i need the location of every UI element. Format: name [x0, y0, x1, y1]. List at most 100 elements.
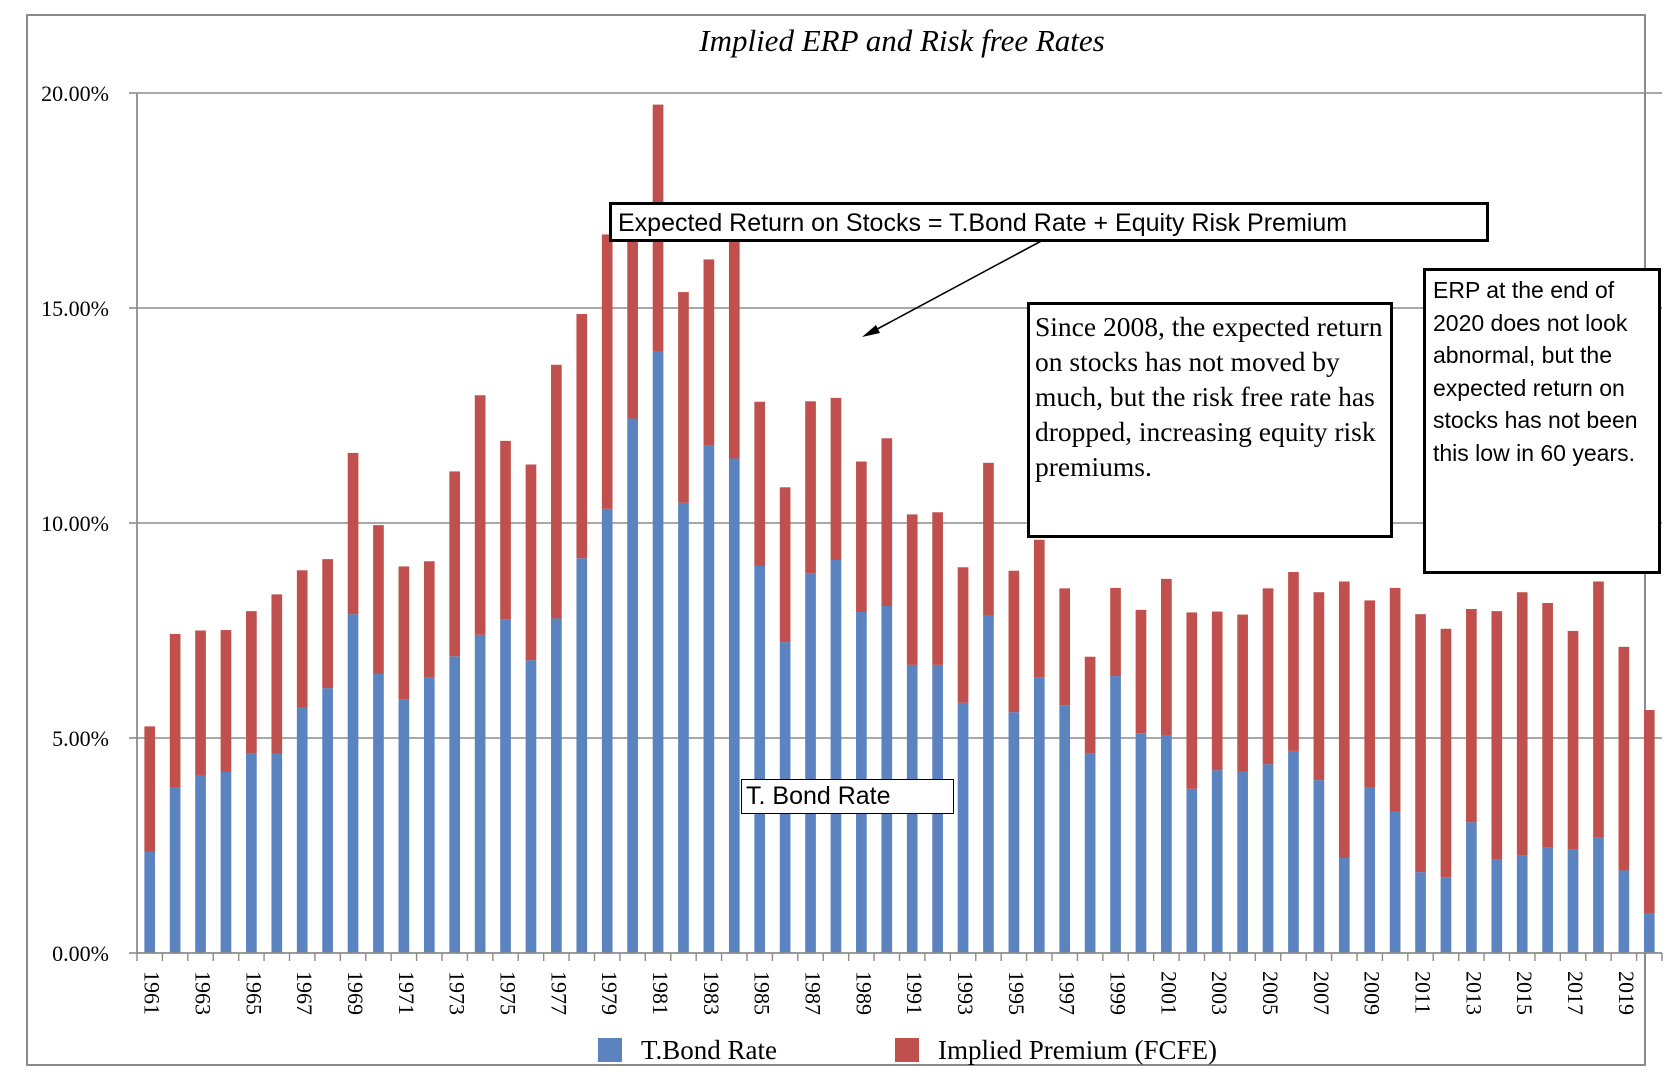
bar-implied-premium	[1338, 581, 1350, 858]
legend-label-tbond: T.Bond Rate	[641, 1035, 777, 1065]
x-tick-label: 1981	[648, 971, 673, 1015]
bar-tbond-rate	[525, 660, 537, 953]
bar-tbond-rate	[983, 615, 994, 953]
chart-title: Implied ERP and Risk free Rates	[698, 23, 1104, 58]
bar-implied-premium	[1262, 588, 1274, 765]
x-tick-label: 2009	[1360, 971, 1385, 1015]
bar-tbond-rate	[1135, 733, 1147, 953]
x-tick-label: 1975	[495, 971, 520, 1015]
bar-implied-premium	[1237, 614, 1248, 772]
bar-tbond-rate	[1516, 855, 1528, 953]
bar-implied-premium	[1288, 572, 1299, 751]
bar-implied-premium	[906, 514, 918, 665]
bar-implied-premium	[678, 292, 689, 503]
bar-tbond-rate	[1593, 837, 1604, 953]
bar-implied-premium	[1389, 587, 1401, 812]
bar-tbond-rate	[1491, 859, 1503, 953]
bar-implied-premium	[1415, 614, 1426, 873]
bar-tbond-rate	[1364, 787, 1376, 953]
bar-tbond-rate	[1618, 870, 1630, 953]
bar-implied-premium	[1084, 656, 1096, 754]
bar-implied-premium	[1466, 609, 1477, 823]
bar-tbond-rate	[246, 753, 257, 953]
bar-implied-premium	[754, 401, 766, 566]
bar-tbond-rate	[144, 851, 156, 953]
bar-implied-premium	[551, 364, 562, 619]
bar-implied-premium	[601, 234, 613, 509]
bar-implied-premium	[474, 395, 486, 635]
bar-implied-premium	[398, 566, 410, 700]
bar-implied-premium	[1211, 611, 1223, 771]
bar-tbond-rate	[1389, 811, 1401, 953]
bar-implied-premium	[856, 461, 867, 613]
bar-tbond-rate	[1415, 872, 1426, 953]
bar-tbond-rate	[474, 634, 486, 953]
bar-implied-premium	[779, 487, 791, 643]
bar-tbond-rate	[1084, 753, 1096, 953]
x-tick-label: 1995	[1004, 971, 1029, 1015]
arrow-line	[867, 238, 1046, 335]
x-tick-label: 1967	[292, 971, 317, 1015]
bar-implied-premium	[169, 633, 181, 788]
bar-implied-premium	[195, 630, 206, 775]
bar-implied-premium	[983, 462, 994, 616]
legend-swatch-premium	[895, 1038, 919, 1062]
x-tick-label: 1979	[597, 971, 622, 1015]
bar-implied-premium	[1135, 609, 1147, 734]
bar-tbond-rate	[271, 753, 283, 953]
bar-implied-premium	[1186, 612, 1198, 789]
x-tick-label: 1965	[241, 971, 266, 1015]
bar-tbond-rate	[1567, 849, 1579, 953]
bar-implied-premium	[703, 259, 715, 446]
bar-tbond-rate	[1033, 677, 1045, 953]
bar-implied-premium	[220, 630, 232, 772]
bar-tbond-rate	[576, 558, 588, 953]
x-tick-label: 1971	[394, 971, 419, 1015]
bar-implied-premium	[957, 567, 969, 703]
bar-tbond-rate	[373, 673, 384, 953]
x-tick-label: 1991	[902, 971, 927, 1015]
x-tick-label: 2017	[1563, 971, 1588, 1015]
erp-2020-annotation: ERP at the end of 2020 does not look abn…	[1423, 268, 1661, 574]
bar-tbond-rate	[1186, 788, 1198, 953]
bar-implied-premium	[373, 525, 384, 674]
bar-implied-premium	[1542, 602, 1553, 848]
bar-tbond-rate	[1440, 877, 1452, 953]
bar-tbond-rate	[551, 618, 562, 953]
arrow-head	[862, 325, 880, 337]
x-tick-label: 1989	[851, 971, 876, 1015]
bar-implied-premium	[1491, 611, 1503, 860]
bar-implied-premium	[576, 314, 588, 559]
x-tick-label: 2003	[1207, 971, 1232, 1015]
bar-implied-premium	[423, 561, 435, 678]
y-tick-label: 5.00%	[52, 726, 109, 751]
bar-tbond-rate	[830, 559, 842, 953]
bar-tbond-rate	[1237, 771, 1248, 953]
bar-implied-premium	[1161, 578, 1172, 736]
bar-tbond-rate	[805, 573, 816, 953]
bar-tbond-rate	[1059, 705, 1071, 953]
bar-implied-premium	[1110, 587, 1121, 677]
annotation-arrow	[862, 238, 1046, 337]
bar-implied-premium	[144, 726, 156, 852]
bar-tbond-rate	[601, 508, 613, 953]
x-tick-label: 2007	[1309, 971, 1334, 1015]
x-tick-label: 2019	[1614, 971, 1639, 1015]
x-tick-label: 1987	[800, 971, 825, 1015]
since-2008-annotation: Since 2008, the expected return on stock…	[1027, 302, 1393, 538]
bar-tbond-rate	[1643, 913, 1655, 953]
bar-tbond-rate	[652, 351, 664, 953]
bar-tbond-rate	[1110, 676, 1121, 953]
x-tick-label: 2011	[1410, 971, 1435, 1014]
bar-tbond-rate	[1542, 847, 1553, 953]
legend-label-premium: Implied Premium (FCFE)	[938, 1035, 1217, 1065]
bar-tbond-rate	[754, 566, 766, 953]
y-tick-label: 10.00%	[41, 511, 109, 536]
y-tick-label: 15.00%	[41, 296, 109, 321]
x-tick-label: 1969	[343, 971, 368, 1015]
x-tick-label: 1963	[190, 971, 215, 1015]
x-tick-label: 1999	[1105, 971, 1130, 1015]
x-tick-label: 1983	[699, 971, 724, 1015]
bar-implied-premium	[830, 397, 842, 560]
